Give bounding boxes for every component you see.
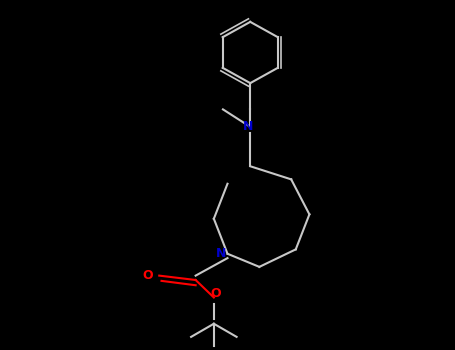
Text: O: O bbox=[211, 287, 222, 300]
Text: O: O bbox=[142, 269, 153, 282]
Text: N: N bbox=[216, 247, 226, 260]
Text: N: N bbox=[243, 120, 253, 133]
